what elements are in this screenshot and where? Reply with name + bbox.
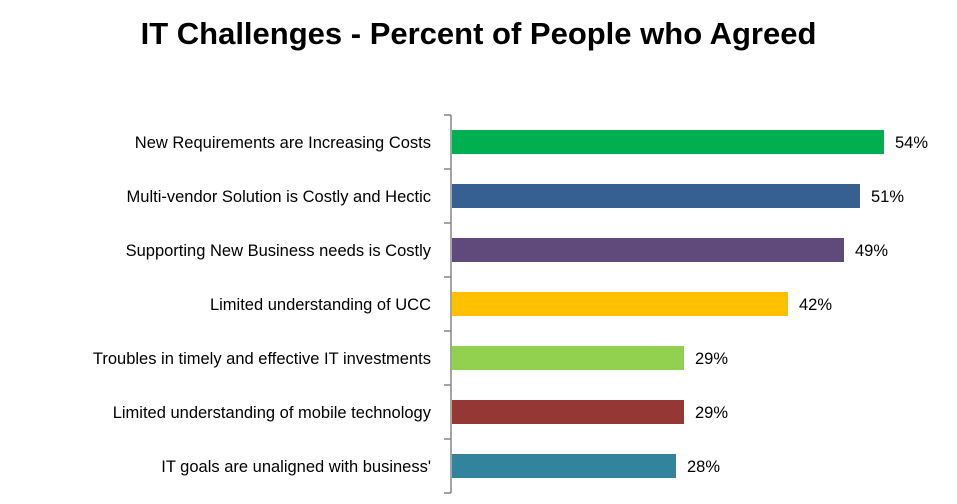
bar: [452, 400, 684, 424]
category-label: Troubles in timely and effective IT inve…: [93, 350, 431, 368]
data-label: 29%: [695, 350, 728, 368]
data-label: 29%: [695, 404, 728, 422]
category-label: New Requirements are Increasing Costs: [135, 134, 431, 152]
category-label: Supporting New Business needs is Costly: [126, 242, 432, 260]
data-label: 42%: [799, 296, 832, 314]
chart-title: IT Challenges - Percent of People who Ag…: [140, 16, 817, 51]
bar: [452, 346, 684, 370]
bar: [452, 184, 860, 208]
category-label: Limited understanding of mobile technolo…: [113, 404, 432, 422]
data-label: 49%: [855, 242, 888, 260]
bar: [452, 238, 844, 262]
bar: [452, 454, 676, 478]
bar: [452, 292, 788, 316]
category-label: IT goals are unaligned with business': [161, 458, 431, 476]
data-label: 28%: [687, 458, 720, 476]
bar: [452, 130, 884, 154]
data-label: 54%: [895, 134, 928, 152]
category-label: Limited understanding of UCC: [210, 296, 431, 314]
category-label: Multi-vendor Solution is Costly and Hect…: [127, 188, 431, 206]
data-label: 51%: [871, 188, 904, 206]
